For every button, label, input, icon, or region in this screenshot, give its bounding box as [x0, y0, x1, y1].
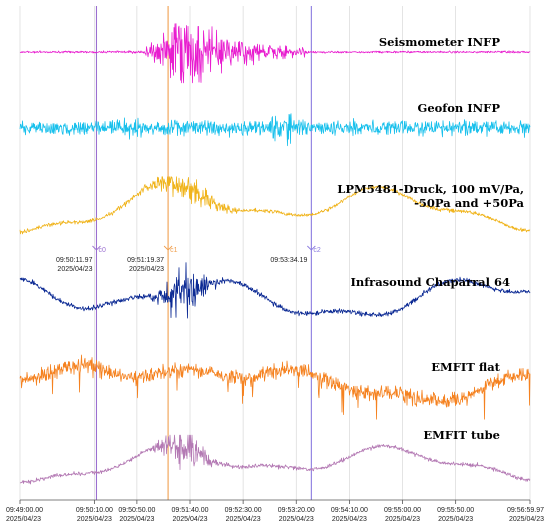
x-tick-label: 09:54:10.00 [331, 507, 368, 514]
x-tick-label: 09:49:00.00 [6, 507, 43, 514]
cursor-time: 09:53:34.19 [270, 257, 307, 264]
x-tick-date: 2025/04/23 [6, 516, 41, 523]
cursor-date: 2025/04/23 [57, 266, 92, 273]
x-tick-date: 2025/04/23 [279, 516, 314, 523]
x-tick-label: 09:51:40.00 [172, 507, 209, 514]
cursor-time: 09:50:11.97 [56, 257, 93, 264]
cursor-tag: c1 [170, 247, 178, 254]
trace-group [19, 23, 531, 485]
x-tick-label: 09:53:20.00 [278, 507, 315, 514]
cursor-marker [307, 245, 316, 251]
series-line [19, 113, 531, 147]
x-tick-date: 2025/04/23 [385, 516, 420, 523]
grid-lines [19, 6, 531, 500]
series-line [19, 262, 531, 319]
series-label: LPM5481-Druck, 100 mV/Pa, [337, 182, 524, 196]
series-label: -50Pa and +50Pa [414, 196, 524, 210]
cursor-lines[interactable]: c0 09:50:11.97 2025/04/23 c1 09:51:19.37 2025… [56, 6, 321, 500]
series-label: EMFIT flat [431, 360, 500, 374]
x-tick-label: 09:55:00.00 [384, 507, 421, 514]
x-tick-label: 09:55:50.00 [437, 507, 474, 514]
trace-labels: Seismometer INFP Geofon INFP LPM5481-Druck… [337, 35, 524, 442]
series-label: EMFIT tube [423, 428, 500, 442]
cursor-tag: c0 [98, 247, 106, 254]
series-line [19, 354, 531, 420]
x-tick-date: 2025/04/23 [226, 516, 261, 523]
series-label: Seismometer INFP [379, 35, 501, 49]
x-tick-date: 2025/04/23 [77, 516, 112, 523]
x-tick-date: 2025/04/23 [172, 516, 207, 523]
x-tick-date: 2025/04/23 [438, 516, 473, 523]
series-label: Geofon INFP [418, 101, 501, 115]
x-tick-date: 2025/04/23 [332, 516, 367, 523]
series-line [19, 176, 531, 235]
x-tick-label: 09:56:59.97 [507, 507, 544, 514]
x-tick-date: 2025/04/23 [119, 516, 154, 523]
cursor-marker [92, 245, 101, 251]
cursor-time: 09:51:19.37 [127, 257, 164, 264]
x-tick-date: 2025/04/23 [509, 516, 544, 523]
cursor-date: 2025/04/23 [129, 266, 164, 273]
x-tick-label: 09:52:30.00 [225, 507, 262, 514]
x-tick-label: 09:50:50.00 [118, 507, 155, 514]
series-line [19, 434, 531, 485]
series-label: Infrasound Chaparral 64 [350, 275, 510, 289]
cursor-tag: c2 [313, 247, 321, 254]
series-line [19, 23, 531, 84]
x-tick-label: 09:50:10.00 [76, 507, 113, 514]
cursor-marker [163, 245, 173, 251]
x-axis: 09:49:00.00 2025/04/23 09:50:10.00 2025/04/… [6, 499, 544, 523]
